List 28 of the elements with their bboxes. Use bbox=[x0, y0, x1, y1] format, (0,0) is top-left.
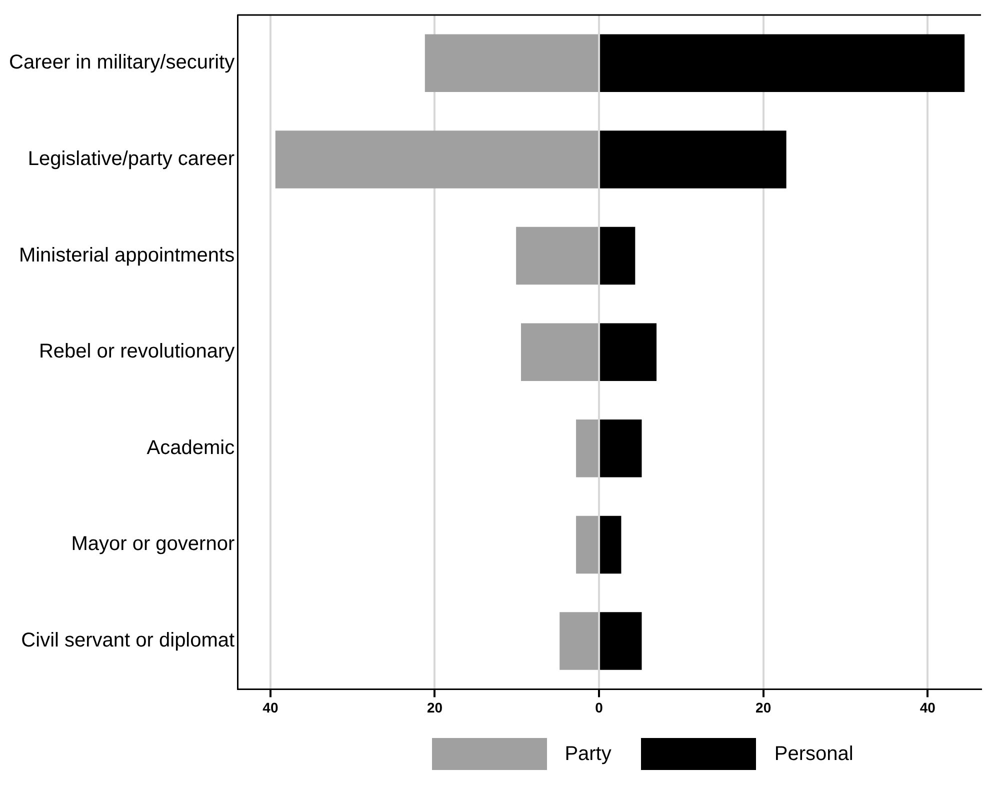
y-tick-label: Legislative/party career bbox=[28, 148, 235, 170]
bar bbox=[600, 612, 642, 670]
y-tick-label: Career in military/security bbox=[8, 52, 235, 74]
bar bbox=[600, 516, 622, 574]
bar bbox=[516, 226, 598, 285]
bar bbox=[560, 612, 598, 670]
x-tick-label: 20 bbox=[756, 699, 772, 716]
bar bbox=[576, 420, 598, 478]
x-tick-label: 40 bbox=[920, 699, 936, 716]
bar bbox=[576, 516, 598, 574]
x-tick-label: 0 bbox=[595, 699, 604, 716]
bar bbox=[600, 226, 636, 285]
y-tick-label: Civil servant or diplomat bbox=[21, 630, 236, 652]
bar bbox=[600, 420, 642, 478]
bar bbox=[521, 323, 598, 381]
y-tick-label: Mayor or governor bbox=[71, 533, 235, 556]
bar bbox=[600, 34, 965, 92]
x-tick-label: 20 bbox=[426, 699, 443, 716]
y-tick-label: Ministerial appointments bbox=[18, 244, 235, 266]
x-tick-label: 40 bbox=[262, 699, 278, 716]
y-tick-label: Rebel or revolutionary bbox=[38, 340, 235, 363]
y-tick-label: Academic bbox=[146, 436, 235, 459]
bar bbox=[600, 130, 786, 188]
text: Personal bbox=[774, 742, 854, 766]
bar bbox=[600, 323, 657, 381]
bar bbox=[275, 130, 598, 188]
bar bbox=[424, 34, 598, 92]
text: Party bbox=[564, 742, 612, 766]
